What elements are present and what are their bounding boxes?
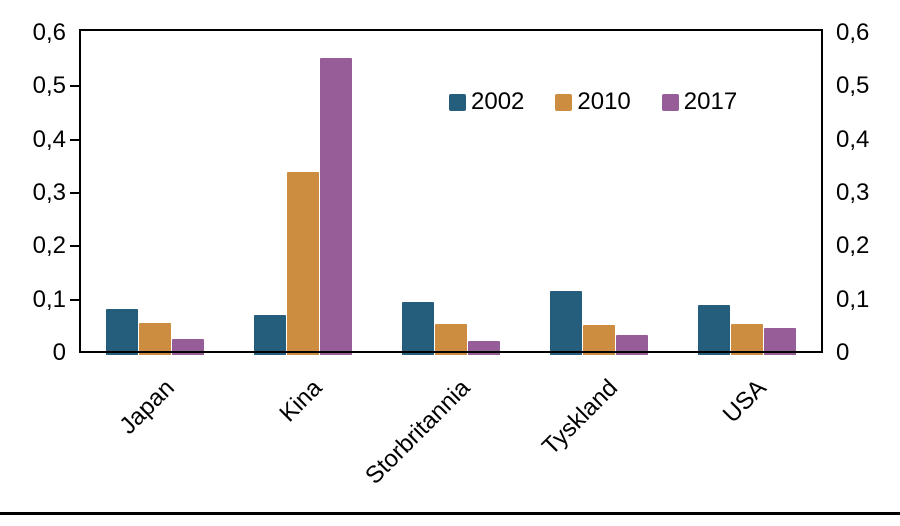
y-tick-label-right: 0 <box>836 339 850 366</box>
legend-swatch-2002-icon <box>449 93 466 111</box>
left-axis-tick <box>70 85 79 88</box>
bar-groups <box>81 31 821 355</box>
bar-kina-2002 <box>254 315 286 355</box>
left-axis-tick <box>70 138 79 141</box>
x-category-label-japan: Japan <box>114 374 180 440</box>
legend-item: 2017 <box>661 88 738 116</box>
y-tick-label-right: 0,1 <box>836 285 870 313</box>
y-tick-label-right: 0,6 <box>836 19 870 46</box>
legend: 2002 2010 2017 <box>449 88 737 116</box>
legend-label: 2017 <box>683 88 738 115</box>
bar-japan-2002 <box>106 308 138 355</box>
bar-japan-2010 <box>139 323 171 355</box>
bar-group-usa <box>673 31 821 355</box>
y-tick-label-left: 0,3 <box>32 179 66 206</box>
legend-swatch-2010-icon <box>555 93 573 111</box>
y-tick-label-left: 0,2 <box>32 232 66 260</box>
legend-item: 2002 <box>449 88 524 116</box>
bar-storbritannia-2002 <box>402 301 434 355</box>
legend-item: 2010 <box>555 88 631 116</box>
y-tick-label-right: 0,3 <box>836 179 870 206</box>
bar-kina-2017 <box>320 58 352 355</box>
bar-kina-2010 <box>287 172 319 355</box>
x-category-label-kina: Kina <box>274 374 328 428</box>
bar-storbritannia-2010 <box>435 323 467 355</box>
y-tick-label-left: 0 <box>52 339 66 366</box>
left-axis-tick <box>70 192 79 194</box>
y-tick-label-right: 0,4 <box>836 125 870 153</box>
left-axis-tick <box>70 245 79 248</box>
bar-group-japan <box>81 31 229 355</box>
x-category-label-usa: USA <box>717 374 772 429</box>
bar-group-storbritannia <box>377 31 525 355</box>
bar-group-tyskland <box>525 31 673 355</box>
y-tick-label-left: 0,4 <box>32 125 66 153</box>
bottom-rule <box>0 512 900 515</box>
x-category-label-storbritannia: Storbritannia <box>360 374 476 490</box>
y-tick-label-right: 0,2 <box>836 232 870 260</box>
y-tick-label-right: 0,5 <box>836 72 870 100</box>
y-tick-label-left: 0,5 <box>32 72 66 100</box>
bar-tyskland-2017 <box>616 335 648 355</box>
x-category-label-tyskland: Tyskland <box>537 374 624 461</box>
bar-tyskland-2010 <box>583 324 615 355</box>
y-tick-label-left: 0,1 <box>32 285 66 313</box>
bar-usa-2002 <box>698 305 730 355</box>
x-axis-line <box>79 350 823 353</box>
legend-label: 2002 <box>471 88 525 115</box>
bar-group-kina <box>229 31 377 355</box>
plot-area: 2002 2010 2017 <box>79 29 823 355</box>
bar-usa-2010 <box>731 323 763 355</box>
y-tick-label-left: 0,6 <box>32 19 66 46</box>
legend-swatch-2017-icon <box>661 93 679 111</box>
legend-label: 2010 <box>577 88 631 115</box>
bar-tyskland-2002 <box>550 290 582 355</box>
left-axis-tick <box>70 298 79 301</box>
